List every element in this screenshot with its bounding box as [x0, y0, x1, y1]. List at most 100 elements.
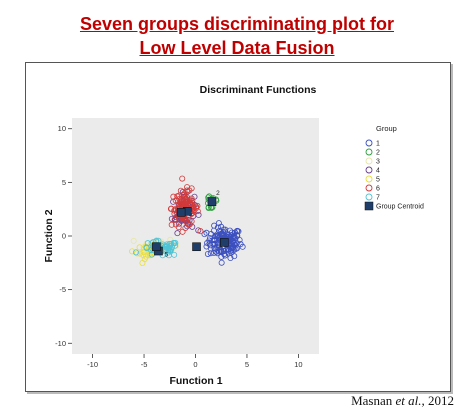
- point-group-1: [219, 231, 226, 238]
- point-label: 2: [216, 190, 220, 197]
- citation-year: 2012: [428, 393, 454, 408]
- point-group-5: [142, 253, 149, 260]
- point-group-7: [170, 239, 177, 246]
- point-group-1: [201, 231, 208, 238]
- point-group-4: [176, 220, 183, 227]
- point-group-1: [214, 242, 221, 249]
- legend-label-3: 3: [376, 159, 380, 166]
- point-group-6: [186, 187, 193, 194]
- point-group-1: [225, 246, 232, 253]
- legend-label-1: 1: [376, 141, 380, 148]
- point-group-1: [218, 248, 225, 255]
- point-group-1: [230, 243, 237, 250]
- point-group-6: [179, 228, 186, 235]
- point-group-1: [218, 259, 225, 266]
- point-group-5: [129, 248, 136, 255]
- legend-marker-4: [365, 166, 373, 174]
- chart-title: Discriminant Functions: [200, 84, 317, 96]
- slide-title-line1: Seven groups discriminating plot for: [79, 14, 395, 34]
- point-group-5: [134, 250, 141, 257]
- point-group-4: [195, 211, 202, 218]
- point-group-7: [143, 244, 150, 251]
- point-group-6: [167, 205, 174, 212]
- point-group-1: [231, 253, 238, 260]
- legend-label-centroid: Group Centroid: [376, 204, 424, 211]
- point-group-6: [176, 195, 183, 202]
- point-group-1: [214, 224, 221, 231]
- point-group-1: [228, 232, 235, 239]
- y-tick-label: -5: [59, 285, 66, 294]
- slide-title-line2: Low Level Data Fusion: [139, 38, 335, 58]
- point-group-7: [166, 240, 173, 247]
- point-group-7: [168, 246, 175, 253]
- y-tick-label: 0: [62, 232, 66, 241]
- legend-marker-2: [365, 148, 373, 156]
- x-tick-label: 0: [193, 360, 197, 369]
- legend: Group 1 2 3 4 5 6 7 Group Centroid: [364, 124, 424, 211]
- legend-marker-3: [365, 157, 373, 165]
- y-tick-label: 10: [58, 124, 66, 133]
- centroid-group-2: [207, 197, 217, 206]
- point-group-1: [234, 228, 241, 235]
- centroid-group-7: [152, 242, 161, 252]
- point-group-6: [186, 197, 193, 204]
- centroid-group-1: [220, 238, 229, 247]
- plot-area: [72, 118, 319, 354]
- y-tick-label: -10: [55, 339, 66, 348]
- point-group-1: [207, 250, 214, 257]
- point-group-5: [136, 244, 143, 251]
- point-group-6: [194, 202, 201, 209]
- legend-marker-7: [365, 193, 373, 201]
- point-group-6: [181, 190, 188, 197]
- point-group-6: [197, 228, 204, 235]
- legend-marker-centroid: [364, 201, 374, 211]
- point-group-6: [177, 198, 184, 205]
- point-group-1: [218, 249, 225, 256]
- discriminant-plot: Discriminant Functions -10 -5 0 5 10 -10 -5 0 5 1…: [43, 84, 424, 387]
- point-group-7: [165, 247, 172, 254]
- point-group-5: [140, 249, 147, 256]
- point-group-1: [208, 231, 215, 238]
- x-tick-label: -5: [141, 360, 148, 369]
- legend-label-7: 7: [376, 195, 380, 202]
- legend-marker-1: [365, 139, 373, 147]
- point-group-1: [204, 250, 211, 257]
- x-tick-label: -10: [87, 360, 98, 369]
- legend-title: Group: [376, 124, 397, 133]
- point-group-1: [211, 222, 218, 229]
- point-group-1: [232, 235, 239, 242]
- point-group-7: [166, 243, 173, 250]
- point-group-7: [171, 251, 178, 258]
- point-group-6: [179, 175, 186, 182]
- legend-marker-5: [365, 175, 373, 183]
- point-group-1: [215, 220, 222, 227]
- point-group-1: [209, 237, 216, 244]
- centroid-group-3: [192, 242, 201, 252]
- citation-etal: et al.,: [395, 393, 425, 408]
- point-group-3: [130, 237, 137, 244]
- point-group-1: [222, 252, 229, 259]
- x-tick-label: 5: [245, 360, 249, 369]
- legend-label-4: 4: [376, 168, 380, 175]
- point-group-6: [182, 194, 189, 201]
- legend-label-2: 2: [376, 150, 380, 157]
- point-group-6: [189, 203, 196, 210]
- y-tick-label: 5: [62, 178, 66, 187]
- point-group-1: [216, 227, 223, 234]
- point-group-1: [207, 245, 214, 252]
- legend-marker-6: [365, 184, 373, 192]
- centroid-group-6: [176, 208, 186, 217]
- point-group-6: [172, 221, 179, 228]
- citation-author: Masnan: [351, 393, 393, 408]
- citation: Masnan et al., 2012: [351, 393, 454, 409]
- point-group-6: [179, 197, 186, 204]
- point-group-5: [139, 260, 146, 267]
- x-tick-label: 10: [294, 360, 302, 369]
- point-group-7: [132, 249, 139, 256]
- point-group-6: [168, 221, 175, 228]
- y-axis-label: Function 2: [43, 209, 55, 262]
- point-group-6: [183, 218, 190, 225]
- legend-label-6: 6: [376, 186, 380, 193]
- legend-label-5: 5: [376, 177, 380, 184]
- point-group-1: [206, 237, 213, 244]
